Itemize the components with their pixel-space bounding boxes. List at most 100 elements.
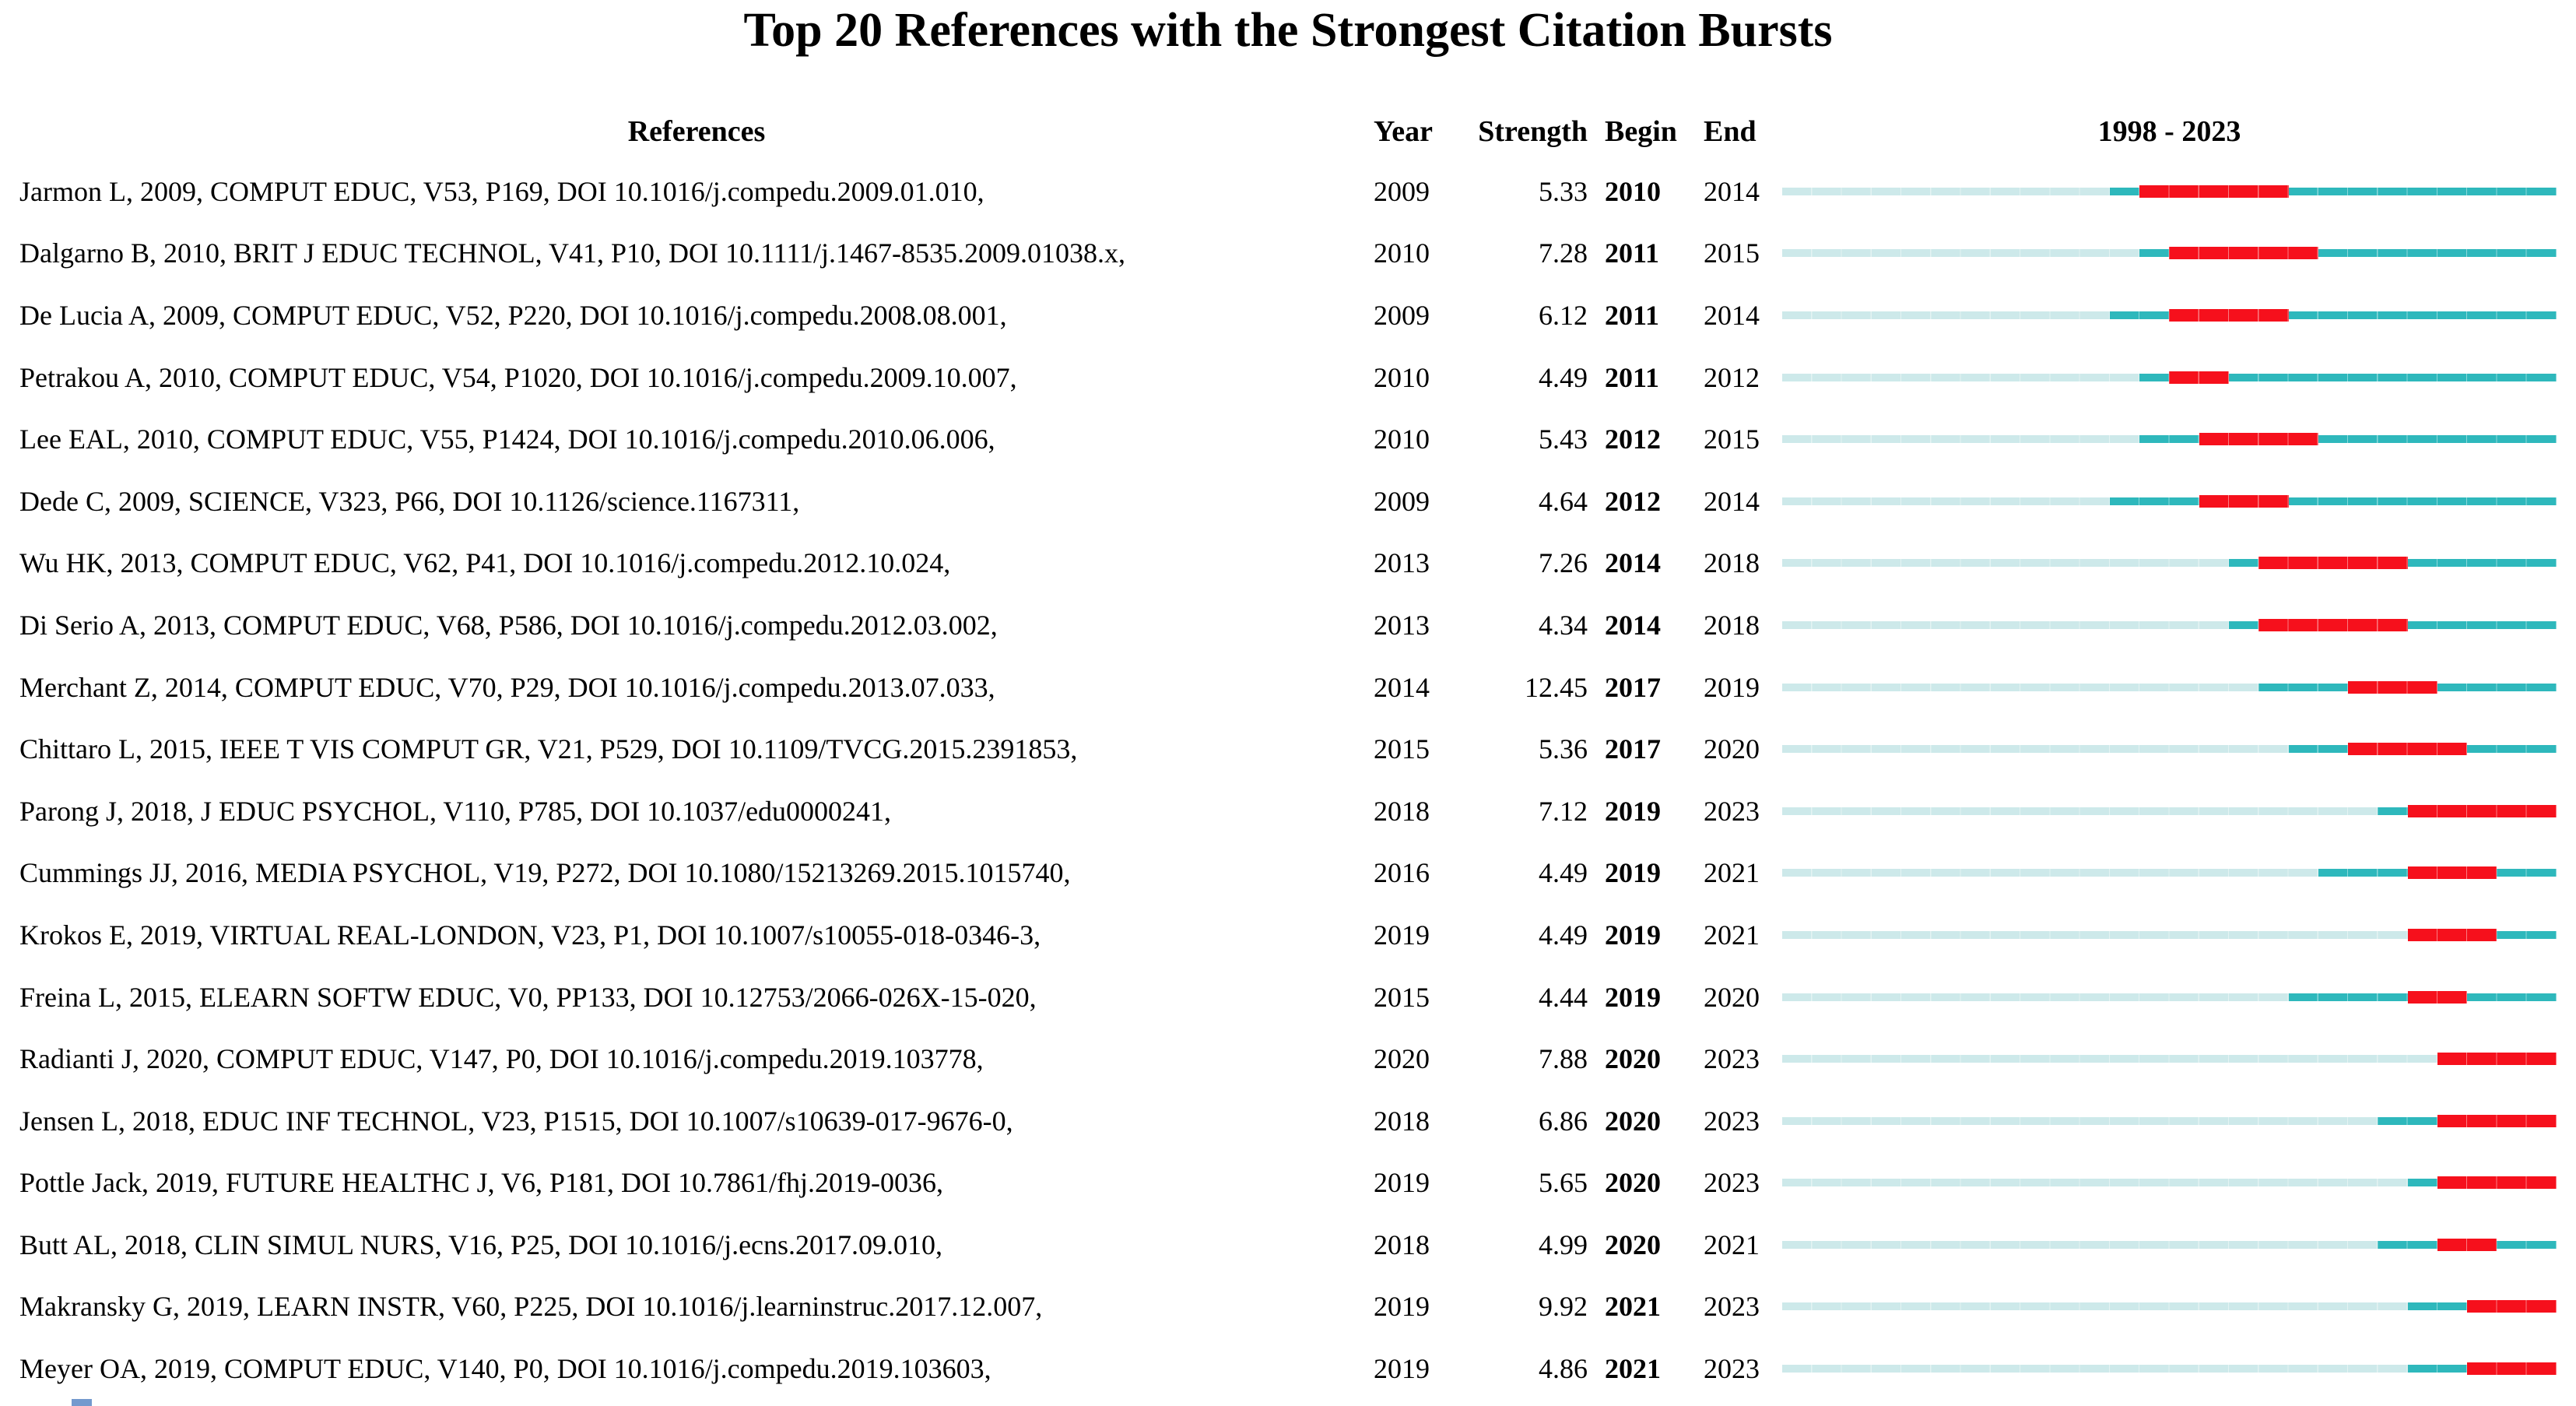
timeline-segment-active [2407, 620, 2557, 629]
timeline-segment-active [2437, 683, 2557, 691]
end-value: 2018 [1704, 609, 1760, 641]
end-value: 2021 [1704, 1228, 1760, 1260]
reference-text: Di Serio A, 2013, COMPUT EDUC, V68, P586… [19, 609, 998, 641]
reference-text: Chittaro L, 2015, IEEE T VIS COMPUT GR, … [19, 733, 1078, 765]
timeline-burst-bar [2437, 1053, 2557, 1066]
year-value: 2016 [1374, 857, 1430, 889]
end-value: 2014 [1704, 299, 1760, 331]
strength-value: 7.12 [1539, 795, 1588, 827]
burst-timeline-bar [1782, 926, 2557, 943]
strength-value: 6.12 [1539, 299, 1588, 331]
end-value: 2019 [1704, 671, 1760, 703]
strength-value: 4.49 [1539, 919, 1588, 951]
timeline-segment-active [2288, 311, 2557, 319]
timeline-segment-pre [1782, 683, 2259, 691]
begin-value: 2012 [1605, 485, 1661, 517]
year-value: 2010 [1374, 424, 1430, 455]
end-value: 2023 [1704, 795, 1760, 827]
year-value: 2018 [1374, 1228, 1430, 1260]
burst-timeline-bar [1782, 245, 2557, 262]
burst-timeline-bar [1782, 1112, 2557, 1129]
column-header-references: References [627, 115, 766, 148]
page-title: Top 20 References with the Strongest Cit… [743, 4, 1833, 57]
year-value: 2019 [1374, 919, 1430, 951]
begin-value: 2012 [1605, 424, 1661, 455]
year-value: 2018 [1374, 1105, 1430, 1137]
timeline-burst-bar [2169, 371, 2230, 384]
timeline-segment-pre [1782, 869, 2318, 877]
timeline-segment-active [2407, 559, 2557, 568]
strength-value: 4.44 [1539, 981, 1588, 1013]
end-value: 2015 [1704, 424, 1760, 455]
burst-timeline-bar [1782, 307, 2557, 323]
year-value: 2019 [1374, 1167, 1430, 1199]
begin-value: 2019 [1605, 857, 1661, 889]
end-value: 2023 [1704, 1043, 1760, 1075]
end-value: 2020 [1704, 981, 1760, 1013]
begin-value: 2020 [1605, 1043, 1661, 1075]
timeline-segment-active [2497, 930, 2557, 939]
reference-text: Meyer OA, 2019, COMPUT EDUC, V140, P0, D… [19, 1353, 991, 1385]
year-value: 2013 [1374, 609, 1430, 641]
timeline-segment-pre [1782, 620, 2230, 629]
table-row: Jarmon L, 2009, COMPUT EDUC, V53, P169, … [19, 160, 2576, 223]
timeline-burst-bar [2258, 557, 2408, 570]
strength-value: 4.99 [1539, 1228, 1588, 1260]
strength-value: 5.65 [1539, 1167, 1588, 1199]
burst-timeline-bar [1782, 555, 2557, 571]
reference-text: Makransky G, 2019, LEARN INSTR, V60, P22… [19, 1291, 1043, 1323]
timeline-segment-active [2407, 1302, 2468, 1311]
burst-timeline-bar [1782, 741, 2557, 757]
end-value: 2023 [1704, 1291, 1760, 1323]
timeline-burst-bar [2199, 433, 2318, 446]
column-header-period: 1998 - 2023 [2097, 115, 2241, 148]
timeline-segment-active [2288, 187, 2557, 195]
table-row: Di Serio A, 2013, COMPUT EDUC, V68, P586… [19, 594, 2576, 656]
begin-value: 2011 [1605, 299, 1660, 331]
year-value: 2019 [1374, 1353, 1430, 1385]
reference-text: Wu HK, 2013, COMPUT EDUC, V62, P41, DOI … [19, 547, 951, 579]
end-value: 2012 [1704, 361, 1760, 393]
timeline-segment-pre [1782, 249, 2140, 258]
timeline-segment-pre [1782, 435, 2140, 444]
timeline-segment-pre [1782, 807, 2378, 815]
reference-text: Freina L, 2015, ELEARN SOFTW EDUC, V0, P… [19, 981, 1037, 1013]
timeline-segment-active [2139, 435, 2199, 444]
begin-value: 2017 [1605, 671, 1661, 703]
reference-text: Pottle Jack, 2019, FUTURE HEALTHC J, V6,… [19, 1167, 943, 1199]
begin-value: 2020 [1605, 1105, 1661, 1137]
table-row: Petrakou A, 2010, COMPUT EDUC, V54, P102… [19, 346, 2576, 409]
burst-timeline-bar [1782, 1361, 2557, 1377]
timeline-segment-active [2139, 373, 2170, 381]
begin-value: 2019 [1605, 919, 1661, 951]
reference-text: De Lucia A, 2009, COMPUT EDUC, V52, P220… [19, 299, 1007, 331]
burst-timeline-bar [1782, 989, 2557, 1005]
burst-timeline-bar [1782, 431, 2557, 448]
year-value: 2018 [1374, 795, 1430, 827]
begin-value: 2021 [1605, 1353, 1661, 1385]
strength-value: 5.43 [1539, 424, 1588, 455]
timeline-segment-active [2109, 187, 2140, 195]
end-value: 2014 [1704, 175, 1760, 207]
strength-value: 4.49 [1539, 361, 1588, 393]
timeline-burst-bar [2467, 1362, 2557, 1376]
timeline-segment-pre [1782, 745, 2289, 754]
end-value: 2023 [1704, 1353, 1760, 1385]
reference-text: Jensen L, 2018, EDUC INF TECHNOL, V23, P… [19, 1105, 1013, 1137]
reference-text: Parong J, 2018, J EDUC PSYCHOL, V110, P7… [19, 795, 892, 827]
timeline-segment-active [2229, 620, 2259, 629]
table-row: Krokos E, 2019, VIRTUAL REAL-LONDON, V23… [19, 904, 2576, 966]
burst-timeline-bar [1782, 369, 2557, 385]
strength-value: 4.49 [1539, 857, 1588, 889]
burst-timeline-bar [1782, 803, 2557, 819]
timeline-segment-active [2318, 435, 2557, 444]
timeline-burst-bar [2258, 618, 2408, 631]
timeline-burst-bar [2407, 866, 2497, 880]
table-row: Makransky G, 2019, LEARN INSTR, V60, P22… [19, 1276, 2576, 1338]
reference-text: Radianti J, 2020, COMPUT EDUC, V147, P0,… [19, 1043, 984, 1075]
strength-value: 4.64 [1539, 485, 1588, 517]
timeline-burst-bar [2199, 494, 2289, 508]
reference-text: Cummings JJ, 2016, MEDIA PSYCHOL, V19, P… [19, 857, 1071, 889]
year-value: 2009 [1374, 485, 1430, 517]
timeline-segment-active [2318, 869, 2408, 877]
